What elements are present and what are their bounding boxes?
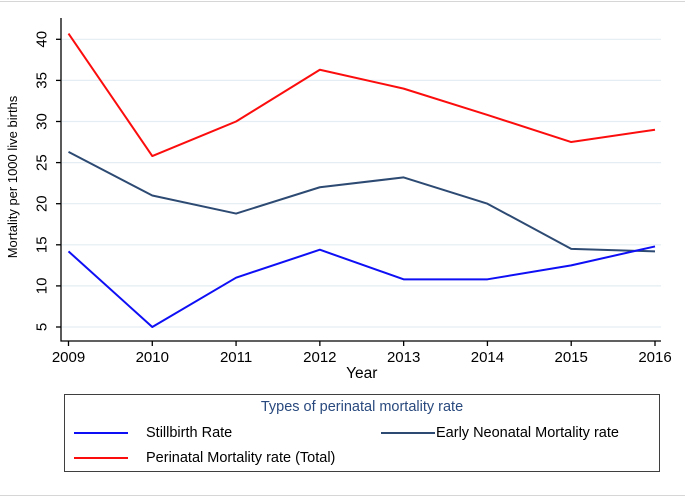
stillbirth-rate-line [67, 245, 656, 328]
x-tick-label: 2016 [638, 349, 671, 366]
y-tick-label: 10 [34, 278, 51, 295]
x-tick-label: 2015 [555, 349, 588, 366]
y-tick-label: 15 [34, 236, 51, 253]
y-tick-label: 40 [34, 31, 51, 48]
legend-entry-early-neonatal: Early Neonatal Mortality rate [381, 425, 619, 441]
x-tick-label: 2014 [471, 349, 504, 366]
y-tick-label: 20 [34, 195, 51, 212]
x-tick-label: 2013 [387, 349, 420, 366]
legend-entry-perinatal-total: Perinatal Mortality rate (Total) [74, 450, 335, 466]
x-axis-ticks: 2009 2010 2011 2012 2013 2014 2015 2016 [52, 341, 672, 366]
early-neonatal-line [68, 151, 656, 253]
chart-legend: Types of perinatal mortality rate Stillb… [64, 394, 660, 472]
y-tick-label: 25 [34, 154, 51, 171]
legend-entry-stillbirth: Stillbirth Rate [74, 425, 232, 441]
axes [60, 18, 661, 342]
page-bottom-border [0, 495, 685, 496]
y-axis-ticks: 5 10 15 20 25 30 35 40 [34, 31, 61, 331]
perinatal-total-line-swatch [74, 457, 128, 459]
early-neonatal-line-swatch [381, 432, 435, 434]
y-tick-label: 30 [34, 113, 51, 130]
y-axis-title: Mortality per 1000 live births [5, 95, 20, 258]
x-tick-label: 2010 [136, 349, 169, 366]
x-tick-label: 2012 [303, 349, 336, 366]
page-top-border [0, 1, 685, 2]
stillbirth-line-swatch [74, 432, 128, 434]
y-gridlines [62, 38, 661, 328]
perinatal-total-line [67, 32, 656, 158]
x-tick-label: 2009 [52, 349, 85, 366]
x-tick-label: 2011 [220, 349, 252, 366]
legend-label-perinatal-total: Perinatal Mortality rate (Total) [146, 450, 336, 466]
legend-label-early-neonatal: Early Neonatal Mortality rate [436, 425, 619, 441]
legend-label-stillbirth: Stillbirth Rate [146, 425, 233, 441]
x-axis-title: Year [346, 365, 377, 382]
y-tick-label: 35 [34, 72, 51, 89]
y-tick-label: 5 [34, 323, 51, 331]
legend-title: Types of perinatal mortality rate [260, 399, 464, 415]
